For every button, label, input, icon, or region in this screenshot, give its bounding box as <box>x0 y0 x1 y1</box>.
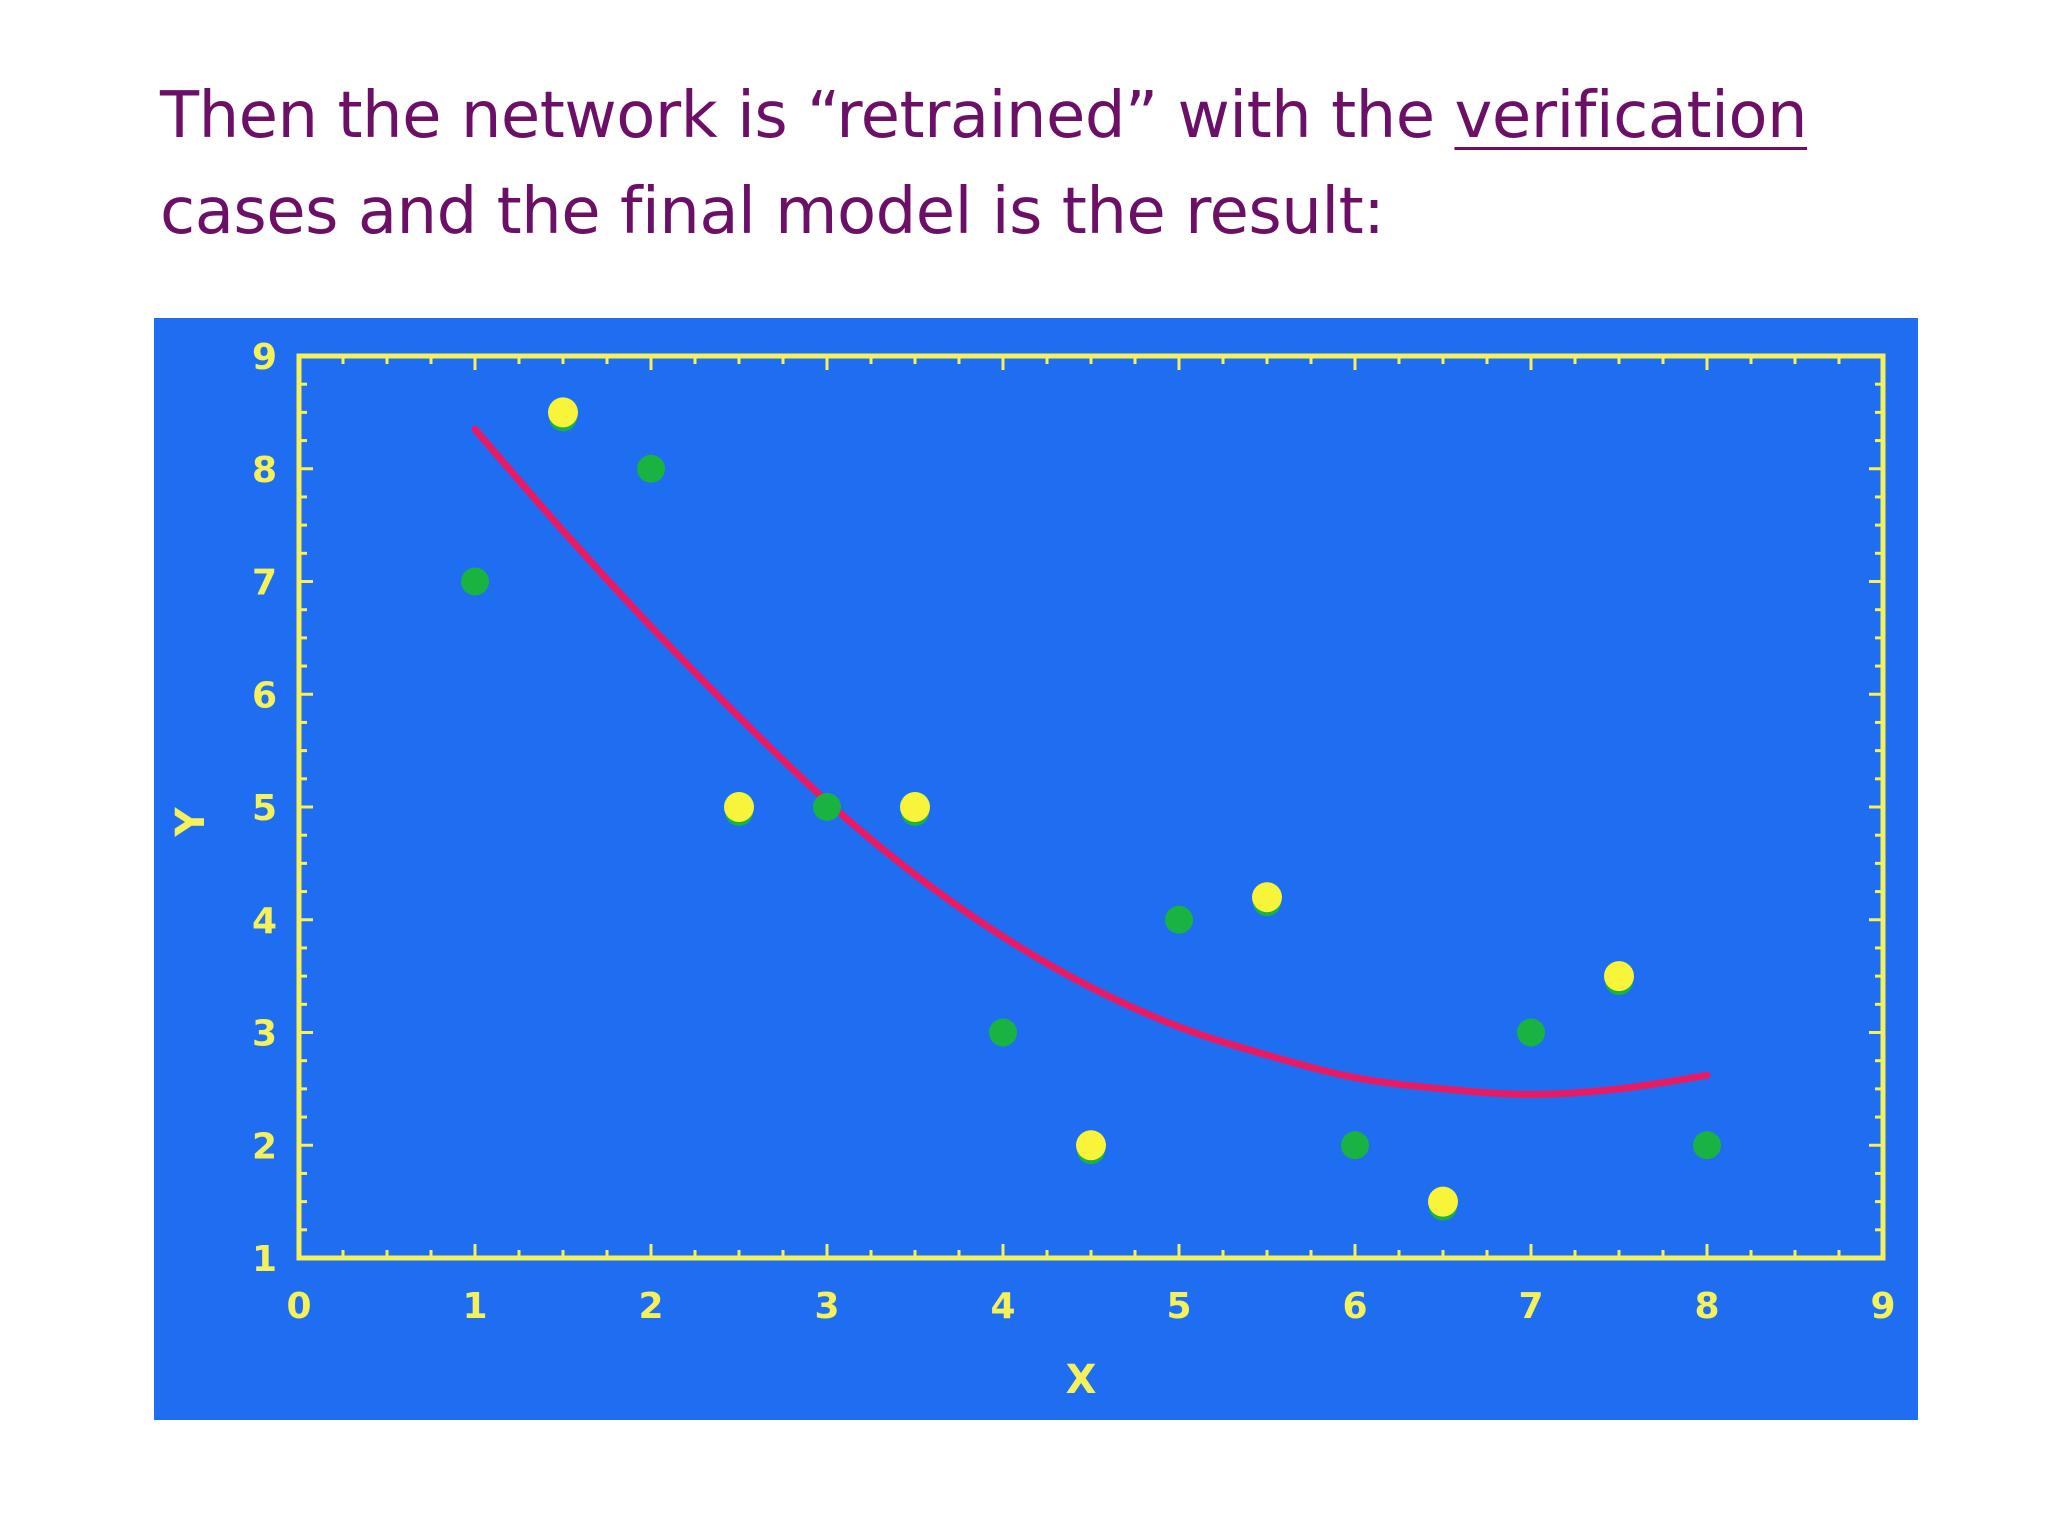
verification-point <box>1428 1186 1458 1217</box>
verification-point <box>1252 882 1282 913</box>
y-tick-label: 9 <box>252 337 277 378</box>
verification-point <box>900 792 930 822</box>
model-curve-line <box>471 425 1711 1099</box>
x-tick-label: 3 <box>814 1286 839 1327</box>
verification-point <box>548 397 578 428</box>
heading-underlined-word: verification <box>1454 79 1808 153</box>
y-tick-label: 1 <box>252 1239 277 1280</box>
y-tick-label: 4 <box>252 901 277 942</box>
training-point <box>1517 1018 1545 1047</box>
x-axis-label: X <box>1066 1357 1097 1403</box>
x-tick-label: 1 <box>462 1286 487 1327</box>
training-point <box>461 567 489 596</box>
slide-heading: Then the network is “retrained” with the… <box>160 68 1940 260</box>
x-tick-label: 8 <box>1694 1286 1719 1327</box>
training-point <box>1341 1131 1369 1160</box>
x-tick-label: 4 <box>990 1286 1015 1327</box>
verification-point <box>1604 961 1634 992</box>
heading-line2: cases and the final model is the result: <box>160 175 1385 249</box>
y-tick-label: 7 <box>252 563 277 604</box>
y-tick-label: 8 <box>252 450 277 491</box>
x-tick-label: 9 <box>1870 1286 1895 1327</box>
x-tick-label: 6 <box>1342 1286 1367 1327</box>
x-tick-label: 5 <box>1166 1286 1191 1327</box>
training-point <box>813 793 841 821</box>
verification-point <box>1076 1130 1106 1161</box>
y-tick-label: 3 <box>252 1014 277 1055</box>
x-tick-label: 2 <box>638 1286 663 1327</box>
training-point <box>1165 905 1193 934</box>
heading-line1-prefix: Then the network is “retrained” with the <box>160 79 1455 153</box>
training-point <box>989 1018 1017 1047</box>
x-tick-label: 7 <box>1518 1286 1543 1327</box>
y-axis-label: Y <box>168 806 214 837</box>
verification-point <box>724 792 754 822</box>
y-tick-label: 2 <box>252 1126 277 1167</box>
training-point <box>1693 1131 1721 1160</box>
plot-frame <box>296 353 1886 1261</box>
y-tick-label: 5 <box>252 788 277 829</box>
y-tick-label: 6 <box>252 675 277 716</box>
training-point <box>637 454 665 483</box>
x-tick-label: 0 <box>286 1286 311 1327</box>
